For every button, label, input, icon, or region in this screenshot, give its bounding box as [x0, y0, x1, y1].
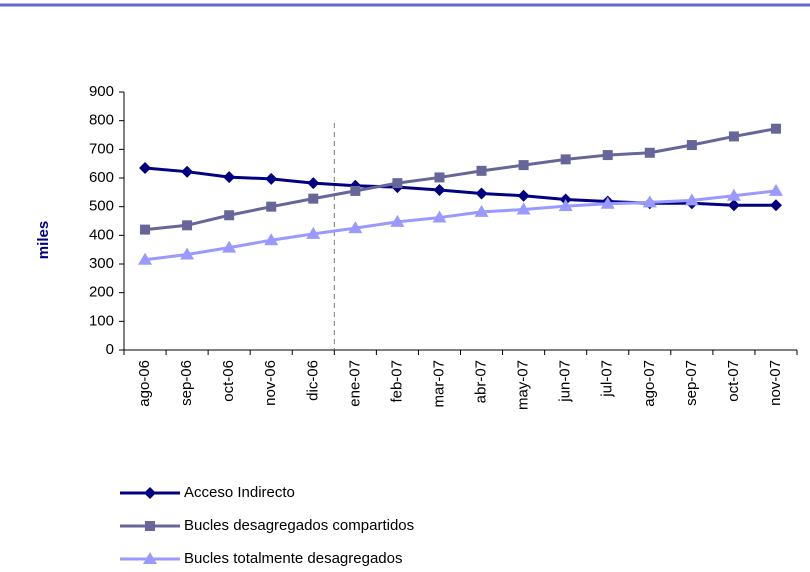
marker [770, 123, 781, 134]
y-tick-label: 400 [89, 226, 114, 243]
line [144, 166, 776, 207]
marker [434, 172, 445, 183]
marker [474, 204, 489, 217]
y-tick-label: 700 [89, 140, 114, 157]
y-tick-label: 600 [89, 169, 114, 186]
marker [768, 183, 783, 196]
x-tick-label: jun-07 [557, 360, 574, 403]
marker [348, 221, 363, 234]
y-tick-label: 900 [89, 83, 114, 100]
x-tick-label: oct-07 [725, 360, 742, 402]
marker [475, 187, 488, 200]
x-tick-label: ago-06 [136, 360, 153, 407]
marker [138, 252, 153, 265]
marker [726, 188, 741, 201]
x-tick-label: mar-07 [430, 360, 447, 408]
x-tick-label: dic-06 [304, 360, 321, 401]
line [144, 127, 777, 232]
x-tick-label: oct-06 [220, 360, 237, 402]
marker [350, 185, 361, 196]
marker [265, 172, 278, 185]
x-tick-label: sep-07 [683, 360, 700, 406]
y-tick-label: 0 [106, 341, 114, 358]
marker [139, 161, 152, 174]
marker [516, 202, 531, 215]
marker [308, 193, 319, 204]
marker [433, 184, 446, 197]
marker [686, 140, 697, 151]
marker [390, 214, 405, 227]
marker [518, 160, 529, 171]
marker [180, 247, 195, 260]
y-tick-label: 300 [89, 255, 114, 272]
marker [264, 233, 279, 246]
marker [560, 154, 571, 165]
x-tick-label: may-07 [515, 360, 532, 410]
legend-label: Bucles desagregados compartidos [184, 517, 414, 534]
marker [558, 199, 573, 212]
marker [517, 189, 530, 202]
marker [392, 178, 403, 189]
marker [224, 210, 235, 221]
y-tick-label: 200 [89, 284, 114, 301]
marker [222, 240, 237, 253]
marker [266, 201, 277, 212]
x-tick-label: feb-07 [388, 360, 405, 403]
marker [642, 195, 657, 208]
y-tick-label: 500 [89, 198, 114, 215]
marker [602, 150, 613, 161]
marker [307, 177, 320, 190]
legend-marker [144, 487, 156, 499]
legend-label: Acceso Indirecto [184, 484, 295, 501]
x-tick-label: nov-07 [767, 360, 784, 406]
marker [684, 193, 699, 206]
marker [769, 199, 782, 212]
marker [182, 220, 193, 231]
legend-label: Bucles totalmente desagregados [184, 550, 402, 567]
y-axis-label: miles [35, 221, 52, 259]
x-tick-label: ene-07 [346, 360, 363, 407]
marker [140, 224, 151, 235]
marker [432, 210, 447, 223]
marker [181, 165, 194, 178]
x-tick-label: sep-06 [178, 360, 195, 406]
legend-marker [145, 521, 155, 531]
legend-marker [143, 552, 157, 564]
x-tick-label: jul-07 [599, 360, 616, 398]
marker [476, 165, 487, 176]
x-tick-label: abr-07 [473, 360, 490, 403]
y-tick-label: 100 [89, 312, 114, 329]
y-tick-label: 800 [89, 112, 114, 129]
marker [600, 196, 615, 209]
marker [644, 147, 655, 158]
marker [728, 131, 739, 142]
x-tick-label: ago-07 [641, 360, 658, 407]
line [144, 189, 777, 262]
marker [306, 226, 321, 239]
marker [223, 171, 236, 184]
x-tick-label: nov-06 [262, 360, 279, 406]
marker [727, 199, 740, 212]
